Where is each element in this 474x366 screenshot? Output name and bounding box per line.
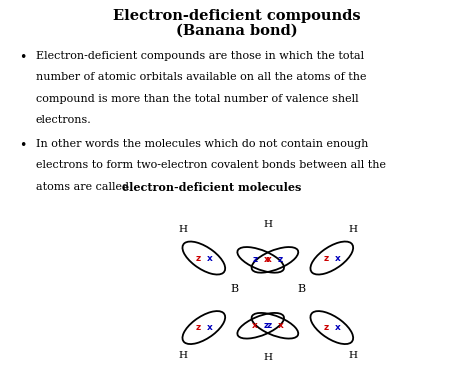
Text: In other words the molecules which do not contain enough: In other words the molecules which do no…	[36, 139, 368, 149]
Text: B: B	[230, 284, 239, 294]
Text: H: H	[349, 351, 357, 361]
Text: z: z	[278, 255, 283, 264]
Text: electrons.: electrons.	[36, 115, 91, 125]
Text: atoms are called: atoms are called	[36, 182, 132, 191]
Text: z: z	[264, 321, 269, 330]
Text: z: z	[324, 323, 328, 332]
Text: •: •	[19, 139, 27, 152]
Text: electrons to form two-electron covalent bonds between all the: electrons to form two-electron covalent …	[36, 160, 385, 170]
Text: x: x	[266, 255, 272, 264]
Text: H: H	[349, 225, 357, 234]
Text: compound is more than the total number of valence shell: compound is more than the total number o…	[36, 94, 358, 104]
Text: z: z	[196, 254, 201, 262]
Text: H: H	[264, 220, 272, 229]
Text: number of atomic orbitals available on all the atoms of the: number of atomic orbitals available on a…	[36, 72, 366, 82]
Text: H: H	[264, 353, 272, 362]
Text: (Banana bond): (Banana bond)	[176, 24, 298, 38]
Text: z: z	[267, 321, 272, 330]
Text: .: .	[259, 182, 263, 191]
Text: •: •	[19, 51, 27, 64]
Text: H: H	[178, 351, 187, 361]
Text: x: x	[278, 321, 283, 330]
Text: z: z	[324, 254, 328, 262]
Text: B: B	[297, 284, 305, 294]
Text: x: x	[264, 255, 269, 264]
Text: electron-deficient molecules: electron-deficient molecules	[122, 182, 301, 193]
Text: x: x	[207, 323, 212, 332]
Text: x: x	[335, 323, 340, 332]
Text: Electron-deficient compounds are those in which the total: Electron-deficient compounds are those i…	[36, 51, 364, 61]
Text: z: z	[253, 255, 257, 264]
Text: x: x	[335, 254, 340, 262]
Text: Electron-deficient compounds: Electron-deficient compounds	[113, 9, 361, 23]
Text: x: x	[207, 254, 212, 262]
Text: z: z	[196, 323, 201, 332]
Text: x: x	[252, 321, 258, 330]
Text: H: H	[178, 225, 187, 234]
